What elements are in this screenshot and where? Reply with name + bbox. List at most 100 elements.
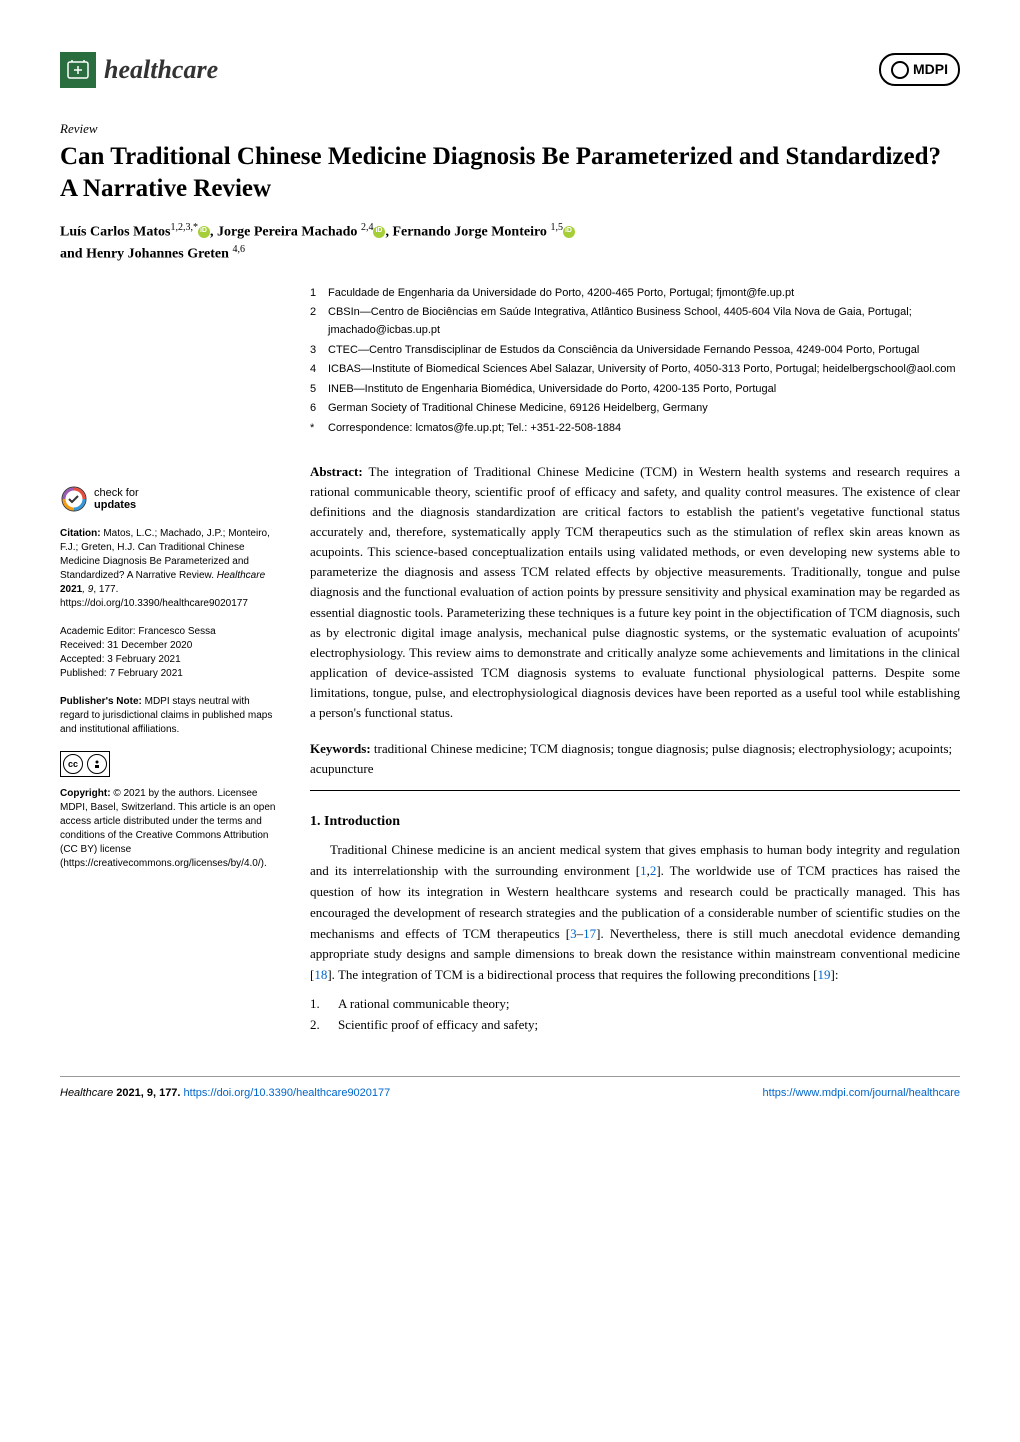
cc-badge: cc (60, 751, 110, 777)
editor-name: Francesco Sessa (138, 626, 215, 637)
aff-num: 2 (310, 304, 320, 339)
citation-pg: , 177. (93, 584, 118, 595)
article-title: Can Traditional Chinese Medicine Diagnos… (60, 141, 960, 206)
journal-logo: healthcare (60, 50, 218, 89)
list-num: 1. (310, 994, 326, 1015)
aff-text: INEB—Instituto de Engenharia Biomédica, … (328, 381, 776, 399)
cc-license-badge: cc (60, 751, 280, 777)
ref-link[interactable]: 3 (570, 926, 577, 941)
orcid-icon (198, 226, 210, 238)
author-2: , Jorge Pereira Machado (210, 224, 357, 239)
received-label: Received: (60, 640, 107, 651)
footer-doi-link[interactable]: https://doi.org/10.3390/healthcare902017… (184, 1087, 391, 1099)
aff-num: 6 (310, 400, 320, 418)
accepted-label: Accepted: (60, 654, 107, 665)
publisher-note-block: Publisher's Note: MDPI stays neutral wit… (60, 695, 280, 737)
author-2-sup: 2,4 (361, 222, 374, 233)
affiliation-2: 2CBSIn—Centro de Biociências em Saúde In… (310, 304, 960, 339)
orcid-icon (373, 226, 385, 238)
citation-block: Citation: Matos, L.C.; Machado, J.P.; Mo… (60, 527, 280, 611)
footer-journal-link[interactable]: https://www.mdpi.com/journal/healthcare (763, 1087, 960, 1099)
divider (310, 790, 960, 791)
abstract-text: The integration of Traditional Chinese M… (310, 464, 960, 721)
aff-text: ICBAS—Institute of Biomedical Sciences A… (328, 361, 956, 379)
p-text: ]: (831, 967, 839, 982)
check-updates-text-2: updates (94, 499, 139, 511)
list-item: 1. A rational communicable theory; (310, 994, 960, 1015)
keywords: Keywords: traditional Chinese medicine; … (310, 739, 960, 778)
abstract-label: Abstract: (310, 464, 363, 479)
editor-label: Academic Editor: (60, 626, 138, 637)
ref-link[interactable]: 17 (583, 926, 596, 941)
aff-num: 1 (310, 285, 320, 303)
mdpi-logo: MDPI (879, 53, 960, 86)
affiliation-3: 3CTEC—Centro Transdisciplinar de Estudos… (310, 342, 960, 360)
sidebar: check for updates Citation: Matos, L.C.;… (60, 285, 280, 1036)
author-4-sup: 4,6 (232, 244, 245, 255)
page-header: healthcare MDPI (60, 50, 960, 89)
list-text: A rational communicable theory; (338, 994, 509, 1015)
dates-block: Academic Editor: Francesco Sessa Receive… (60, 625, 280, 681)
aff-text: Faculdade de Engenharia da Universidade … (328, 285, 794, 303)
orcid-icon (563, 226, 575, 238)
abstract: Abstract: The integration of Traditional… (310, 462, 960, 724)
ref-link[interactable]: 19 (818, 967, 831, 982)
authors-line: Luís Carlos Matos1,2,3,*, Jorge Pereira … (60, 220, 960, 265)
author-3: , Fernando Jorge Monteiro (385, 224, 547, 239)
footer-journal: Healthcare (60, 1087, 113, 1099)
note-label: Publisher's Note: (60, 696, 142, 707)
page-footer: Healthcare 2021, 9, 177. https://doi.org… (60, 1076, 960, 1102)
citation-journal: Healthcare (217, 570, 265, 581)
list-num: 2. (310, 1015, 326, 1036)
by-icon (87, 754, 107, 774)
citation-year: 2021 (60, 584, 82, 595)
footer-citation: 2021, 9, 177. (113, 1087, 183, 1099)
author-4: and Henry Johannes Greten (60, 247, 229, 262)
author-3-sup: 1,5 (550, 222, 563, 233)
keywords-text: traditional Chinese medicine; TCM diagno… (310, 741, 952, 776)
mdpi-text: MDPI (913, 59, 948, 80)
ref-link[interactable]: 1 (640, 863, 647, 878)
author-1-sup: 1,2,3, (170, 222, 193, 233)
mdpi-icon (891, 61, 909, 79)
section-1-title: 1. Introduction (310, 811, 960, 832)
aff-text: German Society of Traditional Chinese Me… (328, 400, 708, 418)
p-text: ]. The integration of TCM is a bidirecti… (327, 967, 817, 982)
check-updates-badge[interactable]: check for updates (60, 485, 280, 513)
list-text: Scientific proof of efficacy and safety; (338, 1015, 538, 1036)
affiliation-6: 6 German Society of Traditional Chinese M… (310, 400, 960, 418)
aff-num: 5 (310, 381, 320, 399)
aff-text: Correspondence: lcmatos@fe.up.pt; Tel.: … (328, 420, 621, 438)
affiliation-5: 5 INEB—Instituto de Engenharia Biomédica,… (310, 381, 960, 399)
published-label: Published: (60, 668, 109, 679)
check-updates-text-1: check for (94, 487, 139, 499)
footer-left: Healthcare 2021, 9, 177. https://doi.org… (60, 1085, 390, 1102)
citation-label: Citation: (60, 528, 101, 539)
copyright-label: Copyright: (60, 788, 111, 799)
keywords-label: Keywords: (310, 741, 371, 756)
list-item: 2. Scientific proof of efficacy and safet… (310, 1015, 960, 1036)
aff-text: CTEC—Centro Transdisciplinar de Estudos … (328, 342, 919, 360)
intro-paragraph: Traditional Chinese medicine is an ancie… (310, 840, 960, 986)
affiliations-list: 1 Faculdade de Engenharia da Universidade… (310, 285, 960, 438)
published-date: 7 February 2021 (109, 668, 182, 679)
aff-num: 4 (310, 361, 320, 379)
healthcare-icon (60, 52, 96, 88)
ref-link[interactable]: 18 (314, 967, 327, 982)
citation-doi[interactable]: https://doi.org/10.3390/healthcare902017… (60, 598, 248, 609)
copyright-text: © 2021 by the authors. Licensee MDPI, Ba… (60, 788, 275, 869)
accepted-date: 3 February 2021 (107, 654, 180, 665)
preconditions-list: 1. A rational communicable theory; 2. Scie… (310, 994, 960, 1036)
footer-right: https://www.mdpi.com/journal/healthcare (763, 1085, 960, 1102)
copyright-block: Copyright: © 2021 by the authors. Licens… (60, 787, 280, 871)
aff-num: * (310, 420, 320, 438)
author-1: Luís Carlos Matos (60, 224, 170, 239)
affiliation-4: 4 ICBAS—Institute of Biomedical Sciences … (310, 361, 960, 379)
check-updates-label: check for updates (94, 487, 139, 511)
cc-icon: cc (63, 754, 83, 774)
article-type: Review (60, 119, 960, 139)
citation-vol: , 9 (82, 584, 93, 595)
journal-name: healthcare (104, 50, 218, 89)
affiliation-corr: * Correspondence: lcmatos@fe.up.pt; Tel.:… (310, 420, 960, 438)
aff-text: CBSIn—Centro de Biociências em Saúde Int… (328, 304, 960, 339)
